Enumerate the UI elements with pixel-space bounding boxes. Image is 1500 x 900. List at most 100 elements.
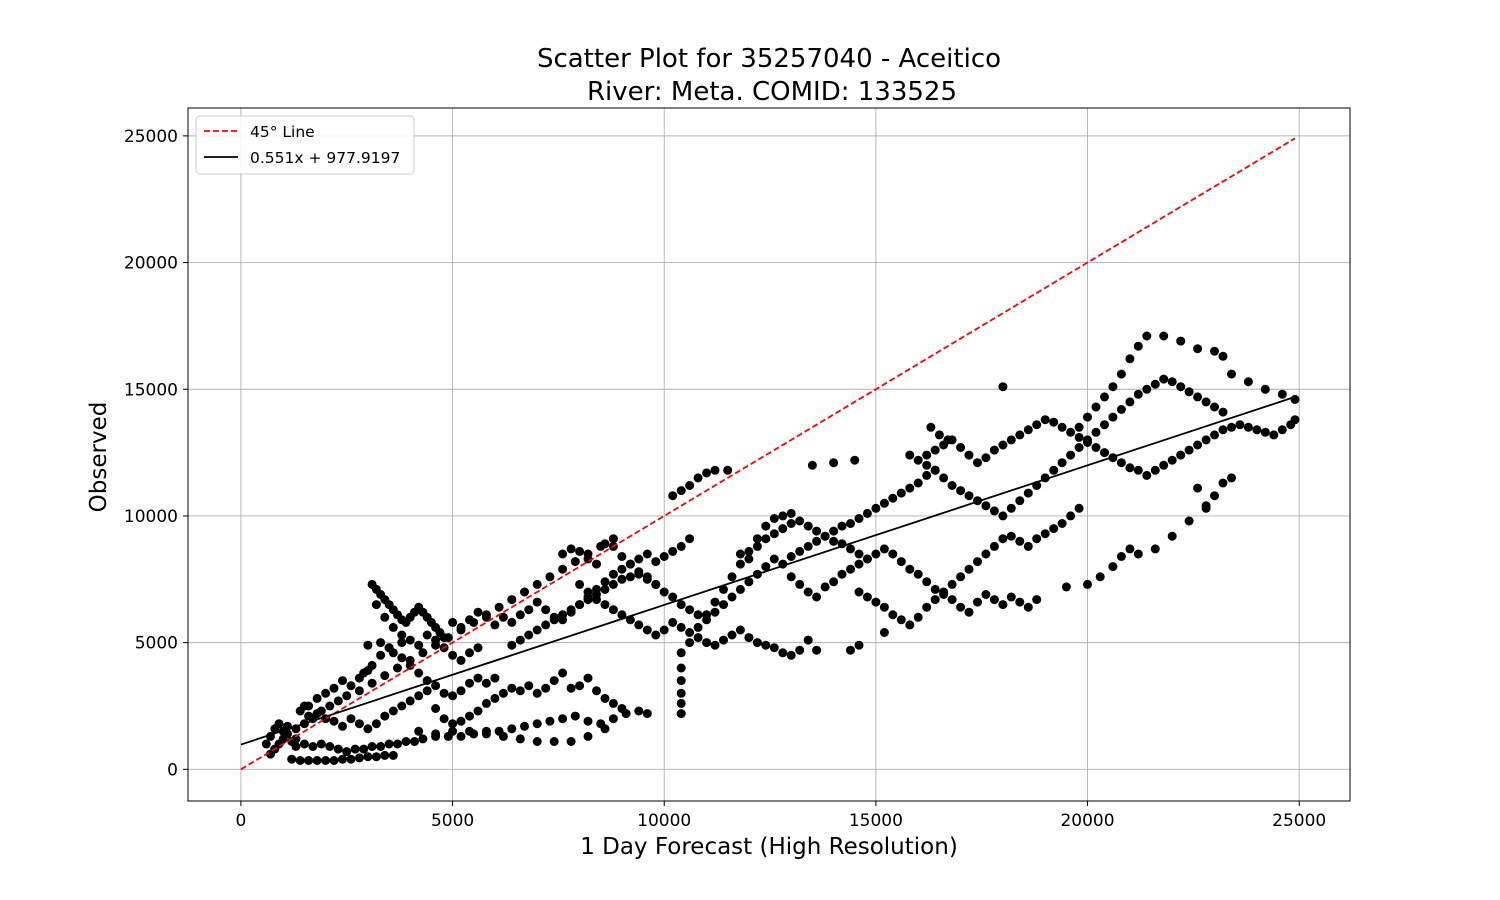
data-point bbox=[558, 610, 568, 620]
data-point bbox=[1095, 572, 1105, 582]
data-point bbox=[1116, 458, 1126, 468]
data-point bbox=[829, 458, 839, 468]
data-point bbox=[981, 549, 991, 559]
data-point bbox=[934, 430, 944, 440]
data-point bbox=[549, 615, 559, 625]
data-point bbox=[761, 534, 771, 544]
data-point bbox=[1260, 384, 1270, 394]
data-point bbox=[1100, 420, 1109, 430]
data-point bbox=[1184, 387, 1194, 397]
data-point bbox=[295, 756, 305, 765]
data-point bbox=[769, 514, 779, 523]
data-point bbox=[608, 569, 618, 579]
data-point bbox=[1108, 412, 1118, 422]
data-point bbox=[685, 481, 695, 490]
data-point bbox=[947, 595, 957, 605]
data-point bbox=[913, 569, 923, 579]
data-point bbox=[973, 557, 982, 567]
data-point bbox=[1032, 534, 1042, 544]
data-point bbox=[498, 612, 508, 622]
data-point bbox=[481, 726, 491, 736]
chart-title-line-2: River: Meta. COMID: 133525 bbox=[587, 77, 957, 107]
data-point bbox=[854, 514, 864, 523]
data-point bbox=[719, 635, 728, 645]
data-point bbox=[1100, 448, 1109, 458]
data-point bbox=[316, 739, 326, 749]
data-point bbox=[608, 579, 618, 589]
data-point bbox=[710, 597, 720, 607]
data-point bbox=[617, 610, 627, 620]
data-point bbox=[930, 584, 940, 594]
data-point bbox=[490, 693, 500, 703]
data-point bbox=[998, 511, 1008, 521]
data-point bbox=[1176, 382, 1186, 392]
data-point bbox=[380, 711, 390, 721]
data-point bbox=[583, 716, 593, 726]
data-point bbox=[1243, 377, 1253, 387]
data-point bbox=[786, 650, 796, 660]
y-tick-label: 5000 bbox=[135, 634, 178, 654]
data-point bbox=[414, 668, 424, 678]
data-point bbox=[312, 709, 322, 719]
data-point bbox=[846, 544, 855, 554]
data-point bbox=[786, 572, 796, 582]
data-point bbox=[1210, 430, 1219, 440]
data-point bbox=[397, 630, 407, 640]
data-point bbox=[1125, 544, 1135, 554]
data-point bbox=[549, 737, 559, 746]
data-point bbox=[807, 460, 817, 470]
data-point bbox=[685, 638, 695, 648]
data-point bbox=[1083, 435, 1092, 445]
data-point bbox=[1277, 425, 1287, 435]
data-point bbox=[558, 668, 568, 678]
data-point bbox=[727, 572, 737, 582]
data-point bbox=[693, 473, 703, 483]
data-point bbox=[998, 600, 1008, 610]
data-point bbox=[778, 648, 788, 658]
data-point bbox=[676, 648, 686, 658]
data-point bbox=[325, 701, 335, 711]
data-point bbox=[481, 698, 491, 708]
data-point bbox=[947, 481, 957, 490]
data-point bbox=[956, 443, 966, 452]
legend: 45° Line 0.551x + 977.9197 bbox=[195, 115, 415, 175]
data-point bbox=[490, 620, 500, 630]
data-point bbox=[600, 724, 610, 734]
data-point bbox=[558, 549, 568, 559]
data-point bbox=[651, 579, 661, 589]
data-point bbox=[1159, 460, 1169, 470]
data-point bbox=[545, 572, 555, 582]
data-point bbox=[473, 607, 483, 617]
data-point bbox=[795, 546, 805, 556]
data-point bbox=[608, 534, 618, 544]
data-point bbox=[545, 716, 555, 726]
data-point bbox=[973, 597, 982, 607]
data-point bbox=[439, 633, 449, 643]
data-point bbox=[1184, 516, 1194, 526]
data-point bbox=[350, 744, 360, 754]
x-tick-label: 20000 bbox=[1060, 811, 1114, 831]
data-point bbox=[1023, 425, 1033, 435]
data-point bbox=[1201, 397, 1211, 407]
data-point bbox=[879, 498, 889, 508]
data-point bbox=[507, 724, 517, 734]
data-point bbox=[1057, 458, 1067, 468]
data-point bbox=[1133, 549, 1143, 559]
x-tick-label: 15000 bbox=[849, 811, 903, 831]
data-point bbox=[642, 574, 652, 584]
data-point bbox=[1006, 592, 1016, 602]
data-point bbox=[913, 612, 923, 622]
data-point bbox=[1108, 382, 1118, 392]
data-point bbox=[490, 673, 500, 683]
data-point bbox=[541, 605, 551, 615]
data-point bbox=[888, 549, 898, 559]
data-point bbox=[693, 610, 703, 620]
data-point bbox=[871, 597, 881, 607]
data-point bbox=[685, 628, 695, 637]
data-point bbox=[1066, 427, 1076, 437]
data-point bbox=[676, 698, 686, 708]
data-point bbox=[600, 584, 610, 594]
data-point bbox=[837, 521, 847, 531]
data-point bbox=[964, 450, 974, 460]
data-point bbox=[871, 503, 881, 513]
